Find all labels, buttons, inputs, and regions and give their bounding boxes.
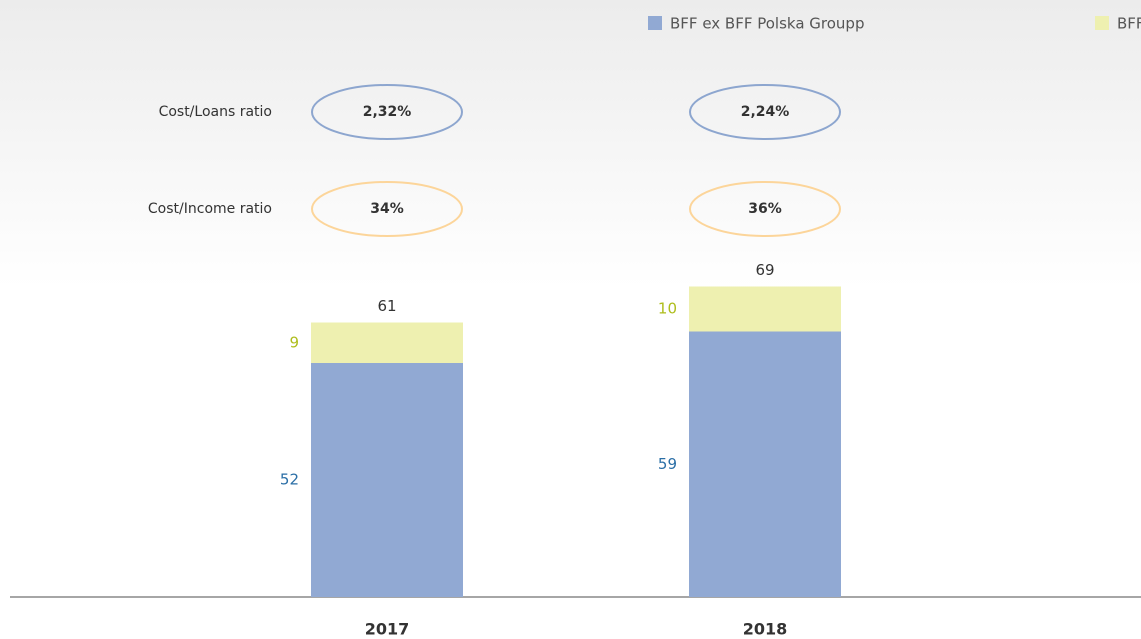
bar-segment [689, 286, 841, 332]
bar-segment [689, 331, 841, 597]
ratio-value: 34% [370, 201, 404, 217]
total-label: 69 [755, 261, 774, 279]
legend-swatch [648, 16, 662, 30]
legend-label: BFF ex BFF Polska Groupp [670, 15, 864, 33]
x-tick-label: 2018 [743, 620, 788, 639]
ratio-ellipse [311, 84, 463, 140]
segment-label: 10 [658, 300, 677, 318]
segment-label: 52 [280, 471, 299, 489]
bar-segment [311, 363, 463, 597]
segment-label: 59 [658, 455, 677, 473]
x-tick-label: 2017 [365, 620, 410, 639]
ratio-label: Cost/Income ratio [148, 201, 272, 217]
ratio-value: 36% [748, 201, 782, 217]
segment-label: 9 [289, 333, 299, 351]
ratio-ellipse [689, 181, 841, 237]
ratio-ellipse [311, 181, 463, 237]
legend-swatch [1095, 16, 1109, 30]
ratio-value: 2,32% [363, 104, 412, 120]
ratio-ellipse [689, 84, 841, 140]
legend-label: BFF Polska Group [1117, 15, 1141, 33]
ratio-value: 2,24% [741, 104, 790, 120]
total-label: 61 [377, 297, 396, 315]
bar-segment [311, 322, 463, 363]
ratio-label: Cost/Loans ratio [159, 104, 272, 120]
